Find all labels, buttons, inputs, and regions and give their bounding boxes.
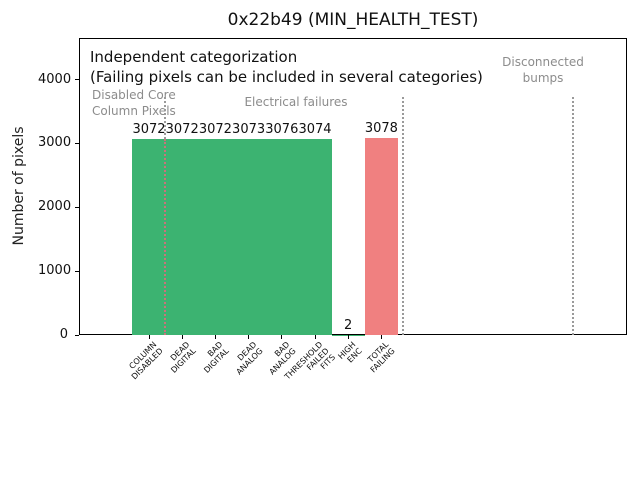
x-axis-tick <box>181 335 183 339</box>
bar-value-label: 3072 <box>132 121 166 137</box>
bar-dead-analog <box>232 138 266 335</box>
y-tick-label: 3000 <box>38 135 72 151</box>
y-tick-label: 2000 <box>38 199 72 215</box>
bar-value-label: 3072 <box>165 121 199 137</box>
bar-value-label: 3076 <box>265 121 299 137</box>
x-axis-tick <box>148 335 150 339</box>
y-axis-tick <box>75 79 79 81</box>
annotation-disabled-core-column-pixels: Disabled Core Column Pixels <box>92 88 176 118</box>
y-axis-label: Number of pixels <box>11 126 27 246</box>
annotation-failing-pixels-note: (Failing pixels can be included in sever… <box>90 68 483 86</box>
y-axis-tick <box>75 270 79 272</box>
bar-value-label: 3074 <box>298 121 332 137</box>
x-axis-tick <box>314 335 316 339</box>
bar-value-label: 3072 <box>198 121 232 137</box>
bar-value-label: 3078 <box>364 121 398 137</box>
bar-bad-analog <box>265 138 299 335</box>
x-axis-tick <box>248 335 250 339</box>
disconnected-bumps-line <box>572 97 574 335</box>
bar-threshold-failed-fits <box>298 138 332 335</box>
y-axis-tick <box>75 334 79 336</box>
y-axis-tick <box>75 142 79 144</box>
y-tick-label: 0 <box>59 327 68 342</box>
disabled-core-boundary <box>164 97 166 139</box>
x-axis-tick <box>281 335 283 339</box>
disabled-core-boundary <box>164 139 166 335</box>
bar-dead-digital <box>165 138 199 335</box>
bar-value-label: 2 <box>344 317 353 333</box>
x-axis-tick <box>214 335 216 339</box>
y-tick-label: 1000 <box>38 263 72 279</box>
annotation-independent-categorization: Independent categorization <box>90 48 298 66</box>
bar-total-failing <box>364 138 398 335</box>
y-tick-label: 4000 <box>38 71 72 87</box>
bar-column-disabled <box>132 138 166 335</box>
bar-bad-digital <box>198 138 232 335</box>
x-axis-tick <box>347 335 349 339</box>
electrical-failures-boundary <box>402 97 404 335</box>
annotation-disconnected-bumps: Disconnected bumps <box>502 55 584 85</box>
x-axis-tick <box>380 335 382 339</box>
annotation-electrical-failures: Electrical failures <box>244 95 348 109</box>
y-axis-tick <box>75 206 79 208</box>
bar-value-label: 3073 <box>232 121 266 137</box>
chart-title: 0x22b49 (MIN_HEALTH_TEST) <box>227 10 479 30</box>
